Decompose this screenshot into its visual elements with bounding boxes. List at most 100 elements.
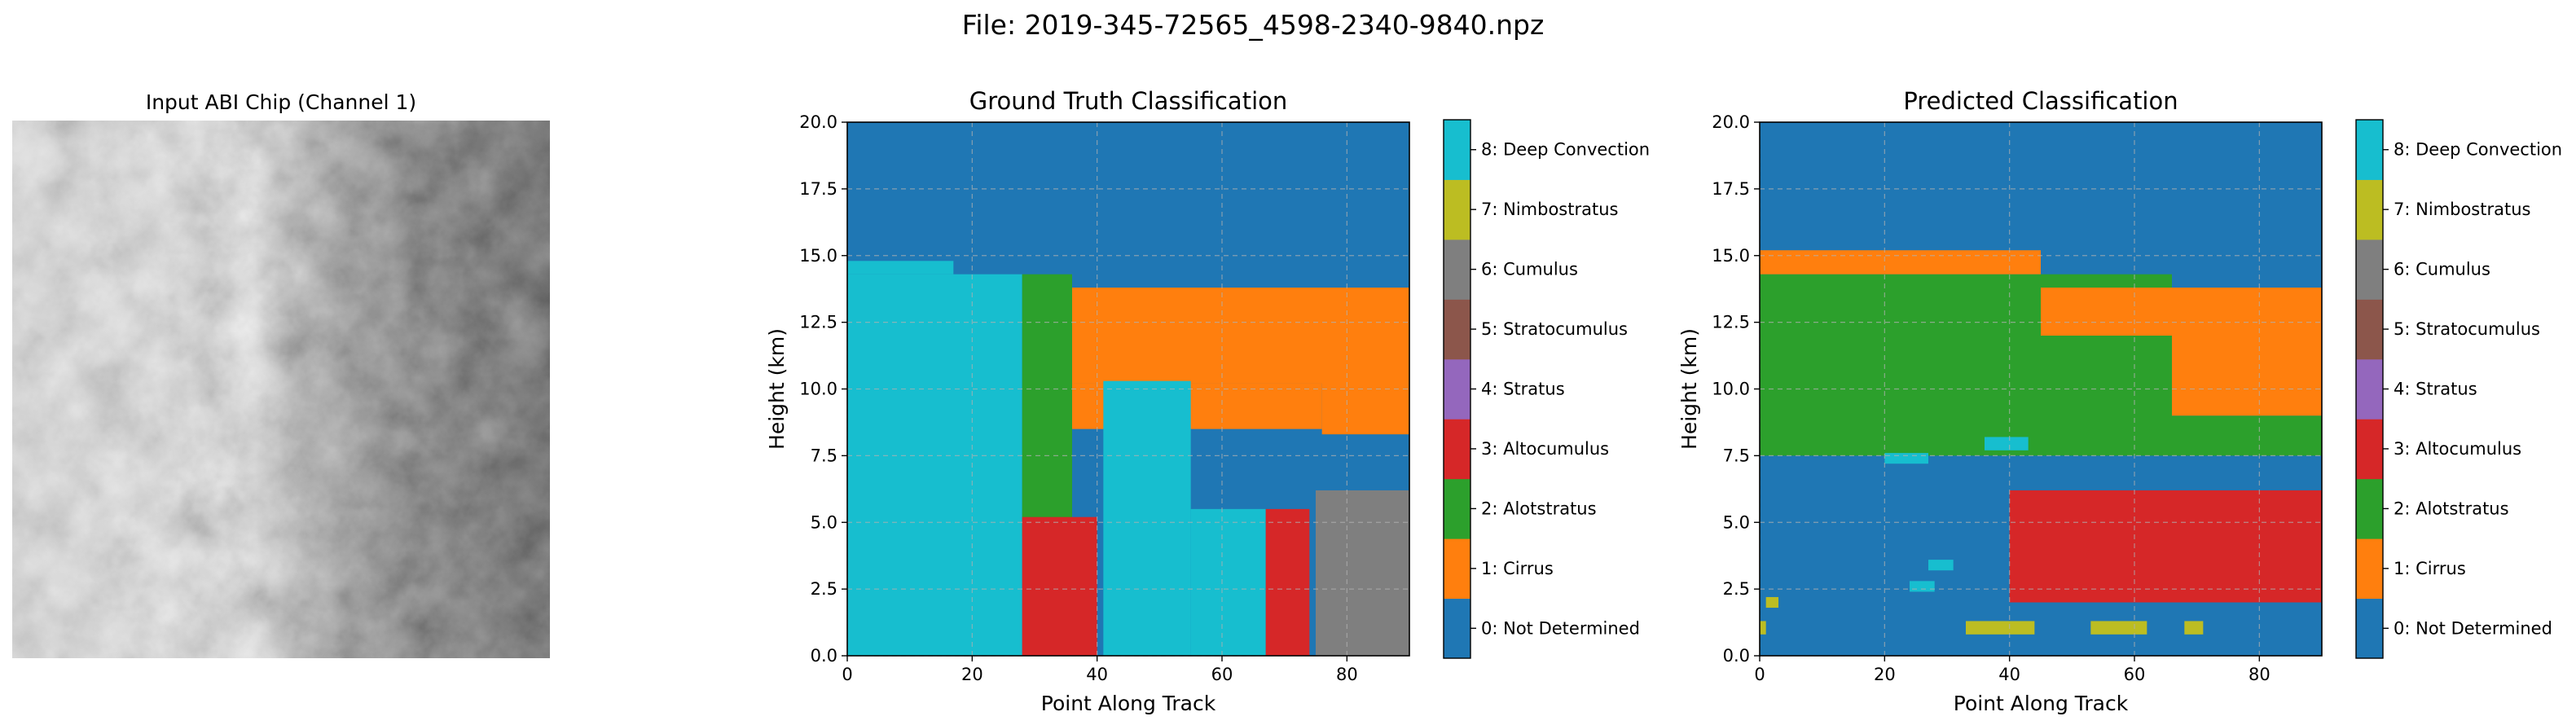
gt-colorbar-swatch — [1444, 120, 1470, 180]
gt-colorbar-frame — [1443, 119, 1471, 659]
gt-xtick-label: 80 — [1336, 665, 1358, 684]
gt-ytick-label: 2.5 — [811, 579, 837, 599]
pr-colorbar-swatch — [2356, 419, 2383, 480]
gt-xtick-label: 40 — [1086, 665, 1108, 684]
ground-truth-axes: 0 20 40 60 80 0.0 2.5 5.0 7.5 10.0 12.5 15.0 17.5 20.… — [765, 112, 1358, 715]
gt-colorbar-label: 8: Deep Convection — [1481, 140, 1650, 160]
pr-xlabel: Point Along Track — [1954, 692, 2129, 715]
pr-colorbar-label: 3: Altocumulus — [2394, 439, 2521, 459]
gt-region-class-2 — [1022, 274, 1072, 536]
pr-region-class-7 — [2184, 621, 2204, 635]
pr-ytick-label: 7.5 — [1723, 446, 1750, 465]
ground-truth-title: Ground Truth Classification — [969, 87, 1288, 115]
input-chip-panel: Input ABI Chip (Channel 1) — [12, 90, 550, 658]
gt-region-class-8 — [1190, 508, 1266, 656]
input-chip-shading — [12, 121, 550, 658]
gt-ylabel: Height (km) — [765, 328, 789, 450]
gt-colorbar-label: 4: Stratus — [1481, 380, 1565, 399]
gt-colorbar-label: 5: Stratocumulus — [1481, 319, 1628, 339]
gt-colorbar-swatch — [1444, 538, 1470, 600]
gt-colorbar-swatch — [1444, 179, 1470, 240]
pr-colorbar-label: 0: Not Determined — [2394, 618, 2552, 638]
pr-region-class-3 — [2009, 490, 2322, 603]
pr-colorbar-swatch — [2356, 299, 2383, 360]
ground-truth-regions — [847, 261, 1409, 656]
gt-xlabel: Point Along Track — [1041, 692, 1216, 715]
gt-region-class-1 — [1321, 301, 1409, 435]
gt-colorbar-swatch — [1444, 239, 1470, 300]
pr-colorbar-swatch — [2356, 598, 2383, 659]
gt-region-class-8 — [847, 274, 1022, 656]
gt-region-class-8 — [847, 261, 954, 275]
pr-region-class-7 — [1760, 621, 1766, 635]
pr-region-class-8 — [1910, 581, 1935, 592]
pr-colorbar-label: 6: Cumulus — [2394, 260, 2490, 279]
gt-ytick-label: 12.5 — [799, 313, 837, 332]
gt-colorbar-swatch — [1444, 478, 1470, 539]
gt-ytick-label: 10.0 — [799, 380, 837, 399]
gt-colorbar-label: 2: Alotstratus — [1481, 499, 1597, 518]
pr-xtick-label: 60 — [2124, 665, 2146, 684]
gt-colorbar-swatch — [1444, 419, 1470, 480]
gt-ytick-label: 0.0 — [811, 646, 837, 666]
pr-ytick-label: 0.0 — [1723, 646, 1750, 666]
pr-ytick-label: 20.0 — [1712, 112, 1750, 132]
gt-colorbar-swatch — [1444, 299, 1470, 360]
gt-ytick-label: 15.0 — [799, 246, 837, 266]
gt-colorbar-label: 3: Altocumulus — [1481, 439, 1609, 459]
pr-ytick-label: 17.5 — [1712, 179, 1750, 199]
pr-xtick-label: 20 — [1874, 665, 1896, 684]
gt-xtick-label: 20 — [961, 665, 983, 684]
pr-colorbar-swatch — [2356, 239, 2383, 300]
pr-region-class-1 — [2172, 336, 2322, 416]
input-chip-title: Input ABI Chip (Channel 1) — [146, 90, 416, 114]
pr-colorbar-swatch — [2356, 179, 2383, 240]
pr-ytick-label: 12.5 — [1712, 313, 1750, 332]
pr-colorbar-label: 7: Nimbostratus — [2394, 200, 2530, 219]
pr-ytick-label: 2.5 — [1723, 579, 1750, 599]
pr-region-class-7 — [1966, 621, 2035, 635]
pr-colorbar-label: 8: Deep Convection — [2394, 140, 2562, 160]
gt-region-class-6 — [1316, 490, 1409, 656]
figure-suptitle: File: 2019-345-72565_4598-2340-9840.npz — [962, 9, 1545, 41]
pr-region-class-8 — [1928, 560, 1954, 571]
gt-colorbar-label: 6: Cumulus — [1481, 260, 1578, 279]
gt-ytick-label: 17.5 — [799, 179, 837, 199]
pr-colorbar-label: 2: Alotstratus — [2394, 499, 2509, 518]
ground-truth-colorbar: 0: Not Determined 1: Cirrus 2: Alotstratus… — [1443, 119, 1650, 659]
gt-colorbar-swatch — [1444, 358, 1470, 420]
pr-colorbar-label: 4: Stratus — [2394, 380, 2477, 399]
gt-ytick-label: 20.0 — [799, 112, 837, 132]
predicted-regions — [1760, 250, 2322, 635]
pr-ytick-label: 10.0 — [1712, 380, 1750, 399]
pr-colorbar-swatch — [2356, 538, 2383, 600]
predicted-title: Predicted Classification — [1903, 87, 2178, 115]
pr-region-class-7 — [1765, 596, 1778, 609]
pr-region-class-8 — [1884, 453, 1928, 464]
gt-colorbar-label: 0: Not Determined — [1481, 618, 1640, 638]
gt-region-class-8 — [1103, 380, 1191, 656]
gt-colorbar-label: 1: Cirrus — [1481, 559, 1554, 578]
pr-xtick-label: 80 — [2249, 665, 2270, 684]
gt-region-class-3 — [1022, 516, 1097, 656]
gt-xtick-label: 60 — [1211, 665, 1233, 684]
gt-colorbar-label: 7: Nimbostratus — [1481, 200, 1618, 219]
predicted-panel: Predicted Classification 0 20 40 60 80 0.0 2.5… — [1677, 87, 2323, 715]
pr-colorbar-label: 1: Cirrus — [2394, 559, 2466, 578]
pr-ylabel: Height (km) — [1677, 328, 1701, 450]
predicted-colorbar: 0: Not Determined 1: Cirrus 2: Alotstratus… — [2355, 119, 2562, 659]
pr-colorbar-swatch — [2356, 358, 2383, 420]
pr-region-class-2 — [2172, 415, 2322, 456]
pr-colorbar-swatch — [2356, 478, 2383, 539]
pr-ytick-label: 5.0 — [1723, 512, 1750, 532]
gt-ytick-label: 5.0 — [811, 512, 837, 532]
pr-colorbar-frame — [2355, 119, 2384, 659]
pr-colorbar-swatch — [2356, 120, 2383, 180]
gt-colorbar-swatch — [1444, 598, 1470, 659]
ground-truth-panel: Ground Truth Classification 0 20 40 60 80 0.0… — [765, 87, 1410, 715]
gt-region-class-3 — [1265, 508, 1310, 656]
pr-xtick-label: 0 — [1754, 665, 1765, 684]
pr-colorbar-label: 5: Stratocumulus — [2394, 319, 2540, 339]
pr-region-class-1 — [2041, 288, 2322, 336]
pr-region-class-7 — [2090, 621, 2147, 635]
